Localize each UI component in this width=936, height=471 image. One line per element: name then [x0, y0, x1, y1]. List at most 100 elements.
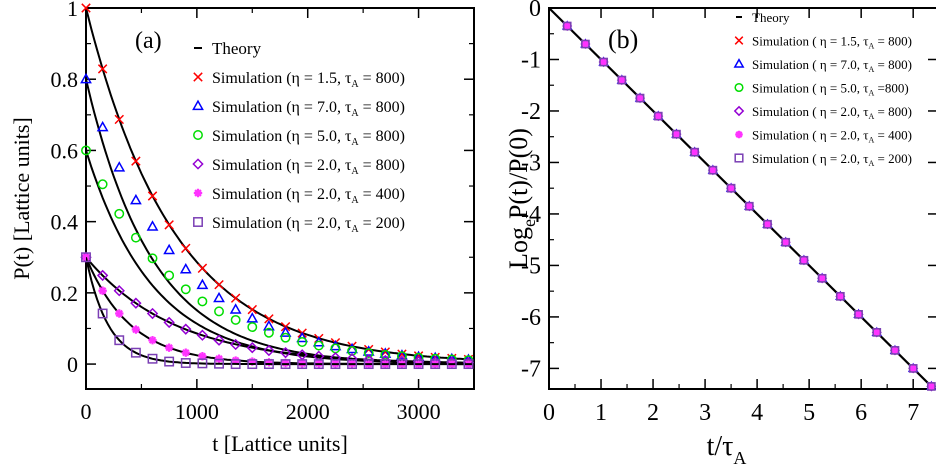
- data-point-b: [562, 21, 572, 31]
- legend-entry-a-sub: A: [351, 137, 359, 148]
- legend-marker-a-shape: [193, 130, 203, 140]
- data-point-b: [563, 22, 571, 30]
- data-point-b-shape: [654, 112, 662, 120]
- data-point-a-shape: [214, 354, 224, 363]
- data-point-a: [129, 193, 142, 205]
- legend-marker-b-shape: [734, 153, 744, 163]
- data-point-a-shape: [247, 322, 258, 332]
- y-tick-label-b: 0: [529, 0, 541, 22]
- data-point-a-shape: [197, 296, 208, 307]
- data-point-a: [97, 64, 108, 74]
- data-point-b: [927, 382, 935, 391]
- x-tick-label-b: 0: [543, 400, 555, 426]
- legend-marker-a: [192, 158, 204, 170]
- data-point-a: [463, 359, 474, 370]
- data-point-a-shape: [115, 309, 124, 318]
- data-point-a: [280, 359, 291, 370]
- data-point-a: [347, 359, 358, 370]
- data-point-b: [836, 291, 845, 301]
- data-point-b-shape: [854, 310, 863, 318]
- data-point-a: [247, 322, 258, 332]
- y-axis-label-b-sub: e: [519, 219, 539, 227]
- data-point-a: [147, 353, 158, 364]
- data-point-b-shape: [581, 39, 590, 49]
- data-point-a-shape: [164, 220, 174, 230]
- data-point-a: [213, 291, 225, 303]
- data-point-a: [264, 314, 274, 324]
- data-point-a: [330, 359, 341, 370]
- data-point-a-shape: [81, 145, 91, 156]
- data-point-b-shape: [563, 22, 571, 30]
- data-point-a: [280, 332, 291, 343]
- data-point-a: [279, 326, 292, 337]
- data-point-a: [197, 358, 208, 369]
- y-tick-label-b: -1: [521, 47, 541, 73]
- data-point-b-shape: [909, 364, 917, 373]
- x-axis-label-a: t [Lattice units]: [212, 431, 348, 456]
- data-point-a: [130, 232, 141, 243]
- legend-entry-a-main: Simulation (η = 7.0, τ: [212, 99, 352, 116]
- legend-entry-a-main: Simulation (η = 5.0, τ: [212, 128, 352, 145]
- data-point-a-shape: [248, 357, 257, 366]
- data-point-b: [799, 255, 809, 265]
- data-point-a: [179, 263, 192, 274]
- legend-marker-a: [193, 72, 203, 82]
- x-axis-label-b: t/τA: [707, 431, 747, 468]
- legend-marker-a-shape: [193, 217, 203, 227]
- data-point-b-shape: [818, 274, 826, 282]
- legend-entry-b: Simulation ( η = 5.0, τA =800): [752, 81, 909, 98]
- data-point-b: [635, 93, 645, 103]
- data-point-a: [147, 253, 158, 264]
- y-tick-label-a: 0.4: [51, 210, 79, 235]
- data-point-a-shape: [197, 263, 208, 274]
- data-point-a: [181, 243, 191, 254]
- data-point-b: [636, 94, 644, 102]
- data-point-a-shape: [263, 344, 275, 357]
- data-point-a: [263, 327, 274, 338]
- panel-label-a: (a): [135, 28, 162, 54]
- data-point-a: [97, 308, 108, 319]
- data-point-a-shape: [279, 346, 292, 359]
- data-point-a: [413, 359, 424, 370]
- data-point-b: [836, 292, 844, 300]
- data-point-b-shape: [782, 238, 790, 246]
- data-point-b-shape: [653, 111, 663, 121]
- theory-curve-a: [86, 257, 474, 366]
- data-point-a-shape: [130, 347, 141, 358]
- data-point-a-shape: [213, 291, 225, 303]
- x-tick-label-a: 0: [81, 399, 92, 424]
- plot-frame: [85, 7, 475, 390]
- data-point-a-shape: [380, 349, 391, 360]
- data-point-a: [379, 347, 392, 358]
- data-point-a-shape: [463, 359, 474, 370]
- data-point-a: [181, 348, 190, 357]
- data-point-a: [247, 304, 258, 315]
- data-point-a: [296, 331, 309, 343]
- data-point-a: [214, 358, 224, 369]
- y-tick-label-a: 0: [67, 352, 78, 377]
- data-point-b: [781, 237, 791, 247]
- legend-entry-a-main: Simulation (η = 2.0, τ: [212, 157, 352, 174]
- data-point-a: [163, 243, 176, 255]
- data-point-a-shape: [196, 278, 209, 290]
- y-tick-label-b: -5: [521, 253, 541, 279]
- data-point-a-shape: [280, 359, 291, 370]
- data-point-b: [653, 111, 663, 121]
- x-tick-label-b: 6: [855, 400, 867, 426]
- legend-entry-a-tail: = 800): [359, 70, 405, 87]
- data-point-a-shape: [113, 285, 125, 297]
- data-point-b-shape: [744, 201, 754, 211]
- data-point-a: [146, 220, 159, 231]
- data-point-a-shape: [113, 161, 126, 172]
- data-point-a-shape: [264, 314, 274, 324]
- x-tick-label-b: 4: [751, 400, 763, 426]
- y-tick-label-b: -4: [521, 202, 541, 228]
- data-point-a-shape: [198, 352, 207, 361]
- data-point-b-shape: [817, 273, 827, 283]
- y-tick-label-a: 0.6: [51, 138, 79, 163]
- data-point-b: [599, 57, 608, 67]
- data-point-a-shape: [163, 316, 175, 329]
- legend-entry-b-main: Simulation ( η = 5.0, τ: [752, 81, 869, 96]
- data-point-a: [246, 312, 259, 323]
- data-point-a: [396, 349, 408, 360]
